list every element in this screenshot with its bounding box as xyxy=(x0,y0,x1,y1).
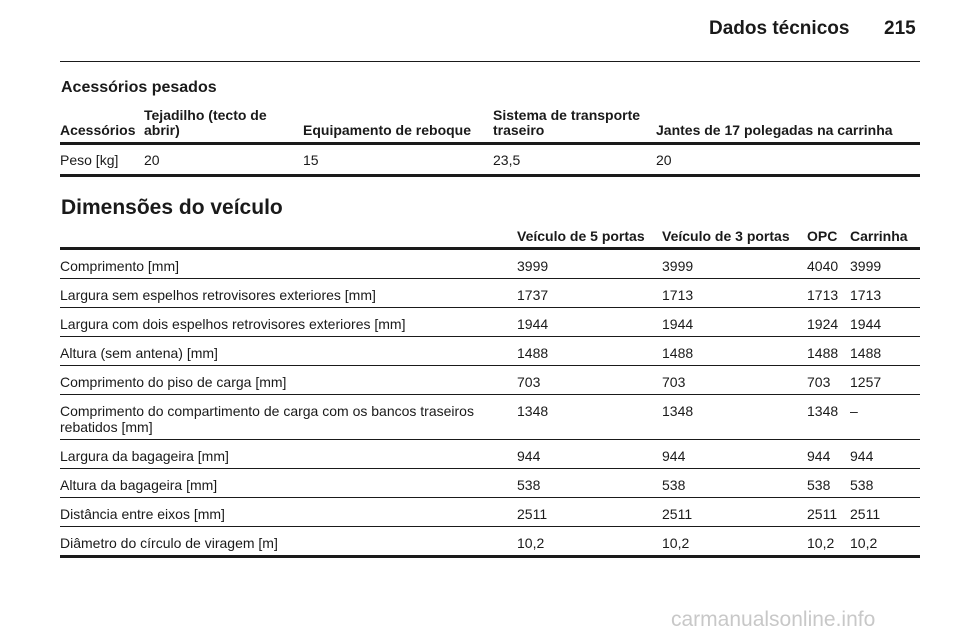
accessories-table: Acessórios Tejadilho (tecto de abrir) Eq… xyxy=(60,108,920,177)
table-row: Peso [kg] 20 15 23,5 20 xyxy=(60,143,920,177)
table-row: Diâmetro do círculo de viragem [m] 10,2 … xyxy=(60,526,920,558)
column-header: Tejadilho (tecto de abrir) xyxy=(144,108,303,145)
table-cell: 538 xyxy=(662,468,807,498)
table-cell: 10,2 xyxy=(662,526,807,558)
table-cell: 1924 xyxy=(807,307,850,337)
table-cell: 1488 xyxy=(662,336,807,366)
table-cell: 1944 xyxy=(850,307,920,337)
table-cell: 1488 xyxy=(850,336,920,366)
table-cell: 20 xyxy=(144,143,303,177)
column-header: Jantes de 17 polegadas na carrinha xyxy=(656,108,920,145)
table-cell: 2511 xyxy=(850,497,920,527)
table-cell: Distância entre eixos [mm] xyxy=(60,497,517,527)
table-cell: 703 xyxy=(662,365,807,395)
table-cell: 944 xyxy=(517,439,662,469)
table-cell: 3999 xyxy=(662,248,807,279)
column-header: Acessórios xyxy=(60,108,144,145)
table-cell: 2511 xyxy=(517,497,662,527)
table-cell: 1348 xyxy=(517,394,662,440)
table-cell: 10,2 xyxy=(807,526,850,558)
table-cell: 944 xyxy=(850,439,920,469)
table-cell: 1944 xyxy=(517,307,662,337)
table-cell: 944 xyxy=(807,439,850,469)
table-cell: 2511 xyxy=(662,497,807,527)
table-row: Comprimento do compartimento de carga co… xyxy=(60,394,920,440)
table-cell: 944 xyxy=(662,439,807,469)
table-cell: Largura sem espelhos retrovisores exteri… xyxy=(60,278,517,308)
table-cell: Altura da bagageira [mm] xyxy=(60,468,517,498)
column-header: Veículo de 3 portas xyxy=(662,226,807,250)
table-cell: 3999 xyxy=(517,248,662,279)
table-cell: 1713 xyxy=(850,278,920,308)
table-row: Distância entre eixos [mm] 2511 2511 251… xyxy=(60,497,920,527)
table-cell: 538 xyxy=(517,468,662,498)
table-cell: 1713 xyxy=(662,278,807,308)
table-row: Comprimento do piso de carga [mm] 703 70… xyxy=(60,365,920,395)
table-cell: 2511 xyxy=(807,497,850,527)
table-cell: 1944 xyxy=(662,307,807,337)
header-divider xyxy=(60,61,920,62)
page-title: Dados técnicos xyxy=(709,18,850,39)
table-cell: Largura da bagageira [mm] xyxy=(60,439,517,469)
dimensions-table: Veículo de 5 portas Veículo de 3 portas … xyxy=(60,226,920,558)
table-cell: 15 xyxy=(303,143,493,177)
table-cell: – xyxy=(850,394,920,440)
table-row: Largura da bagageira [mm] 944 944 944 94… xyxy=(60,439,920,469)
table-cell: 1737 xyxy=(517,278,662,308)
table-cell: Altura (sem antena) [mm] xyxy=(60,336,517,366)
table-cell: 1348 xyxy=(662,394,807,440)
table-row: Largura com dois espelhos retrovisores e… xyxy=(60,307,920,337)
table-cell: 538 xyxy=(850,468,920,498)
table-header-row: Veículo de 5 portas Veículo de 3 portas … xyxy=(60,226,920,250)
table-cell: Diâmetro do círculo de viragem [m] xyxy=(60,526,517,558)
table-cell: 4040 xyxy=(807,248,850,279)
table-cell: 1488 xyxy=(807,336,850,366)
table-row: Altura (sem antena) [mm] 1488 1488 1488 … xyxy=(60,336,920,366)
column-header: Carrinha xyxy=(850,226,920,250)
table-cell: Largura com dois espelhos retrovisores e… xyxy=(60,307,517,337)
table-cell: Comprimento [mm] xyxy=(60,248,517,279)
accessories-section-title: Acessórios pesados xyxy=(61,79,217,96)
table-cell: 1488 xyxy=(517,336,662,366)
table-row: Altura da bagageira [mm] 538 538 538 538 xyxy=(60,468,920,498)
column-header: Equipamento de reboque xyxy=(303,108,493,145)
table-cell: 1257 xyxy=(850,365,920,395)
table-cell: 1348 xyxy=(807,394,850,440)
table-cell: 703 xyxy=(517,365,662,395)
table-cell: 20 xyxy=(656,143,920,177)
table-cell: Peso [kg] xyxy=(60,143,144,177)
watermark: carmanualsonline.info xyxy=(671,608,876,631)
column-header: Veículo de 5 portas xyxy=(517,226,662,250)
table-cell: 1713 xyxy=(807,278,850,308)
table-cell: Comprimento do piso de carga [mm] xyxy=(60,365,517,395)
table-row: Largura sem espelhos retrovisores exteri… xyxy=(60,278,920,308)
table-cell: 538 xyxy=(807,468,850,498)
table-cell: 703 xyxy=(807,365,850,395)
table-cell: 23,5 xyxy=(493,143,656,177)
dimensions-section-title: Dimensões do veículo xyxy=(61,196,283,219)
column-header xyxy=(60,226,517,250)
table-cell: 10,2 xyxy=(517,526,662,558)
table-header-row: Acessórios Tejadilho (tecto de abrir) Eq… xyxy=(60,108,920,145)
table-cell: Comprimento do compartimento de carga co… xyxy=(60,394,517,440)
column-header: Sistema de transporte traseiro xyxy=(493,108,656,145)
page-number: 215 xyxy=(884,18,916,39)
table-row: Comprimento [mm] 3999 3999 4040 3999 xyxy=(60,248,920,279)
column-header: OPC xyxy=(807,226,850,250)
table-cell: 10,2 xyxy=(850,526,920,558)
table-cell: 3999 xyxy=(850,248,920,279)
